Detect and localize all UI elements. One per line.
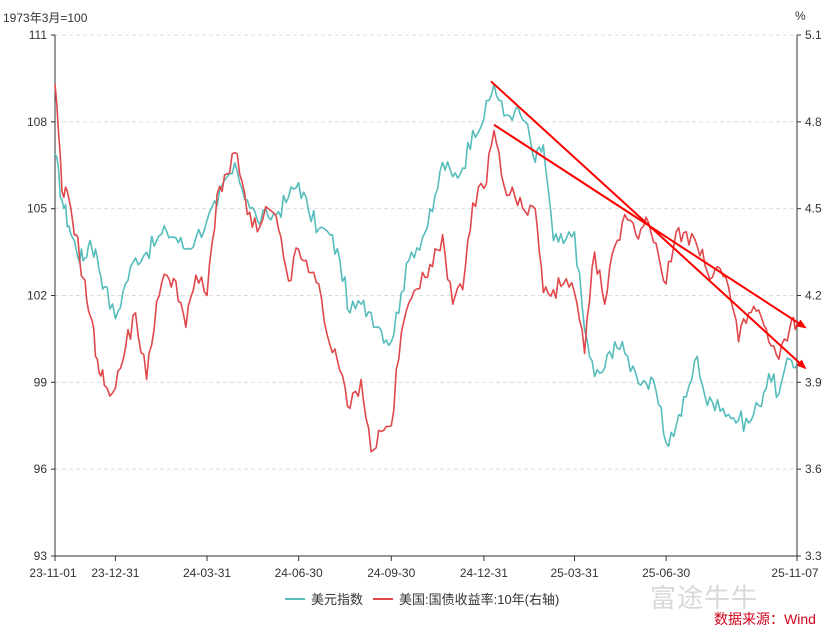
- x-tick-label: 25-11-07: [771, 566, 818, 580]
- y-right-tick-label: 4.2: [805, 289, 822, 303]
- x-tick-label: 25-06-30: [642, 566, 690, 580]
- legend-swatch-dxy: [285, 597, 305, 600]
- x-tick-label: 23-12-31: [91, 566, 139, 580]
- chart-axes: [51, 34, 801, 561]
- legend-item-dxy[interactable]: 美元指数: [285, 589, 363, 608]
- x-tick-label: 24-12-31: [460, 566, 508, 580]
- y-left-tick-label: 102: [27, 289, 47, 303]
- legend-label-yield: 美国:国债收益率:10年(右轴): [399, 592, 560, 607]
- legend-item-yield[interactable]: 美国:国债收益率:10年(右轴): [373, 589, 559, 608]
- y-right-tick-label: 3.9: [805, 375, 822, 389]
- y-right-tick-label: 5.1: [805, 28, 822, 42]
- y-left-tick-label: 111: [29, 28, 48, 42]
- y-right-tick-label: 4.8: [805, 115, 822, 129]
- trend-arrow-yield: [493, 123, 807, 329]
- x-tick-label: 24-06-30: [275, 566, 323, 580]
- series-line-dxy: [54, 83, 798, 448]
- legend-swatch-yield: [373, 597, 393, 600]
- x-tick-label: 23-11-01: [29, 566, 76, 580]
- y-left-tick-label: 96: [34, 462, 48, 476]
- y-right-tick-label: 3.3: [805, 549, 822, 563]
- right-axis-unit: %: [795, 9, 806, 23]
- tick-labels: 93 96 99 102 105 108 111 3.3 3.6 3.9 4.2 4.5 4.8 5.1 2…: [27, 28, 822, 580]
- watermark-logo: 富途牛牛: [650, 583, 759, 613]
- x-tick-label: 25-03-31: [550, 566, 598, 580]
- x-tick-label: 24-03-31: [183, 566, 231, 580]
- y-left-tick-label: 108: [27, 115, 47, 129]
- y-left-tick-label: 93: [34, 549, 48, 563]
- series-lines: [54, 83, 798, 453]
- trend-arrows: [490, 80, 807, 370]
- grid-lines: [55, 34, 797, 470]
- data-source-note: 数据来源：Wind: [714, 611, 816, 627]
- legend-label-dxy: 美元指数: [311, 592, 364, 607]
- x-tick-label: 24-09-30: [367, 566, 415, 580]
- y-left-tick-label: 99: [34, 375, 48, 389]
- y-right-tick-label: 4.5: [805, 202, 822, 216]
- y-left-tick-label: 105: [27, 202, 47, 216]
- y-right-tick-label: 3.6: [805, 462, 822, 476]
- left-axis-unit: 1973年3月=100: [3, 11, 88, 25]
- series-line-yield: [54, 84, 798, 453]
